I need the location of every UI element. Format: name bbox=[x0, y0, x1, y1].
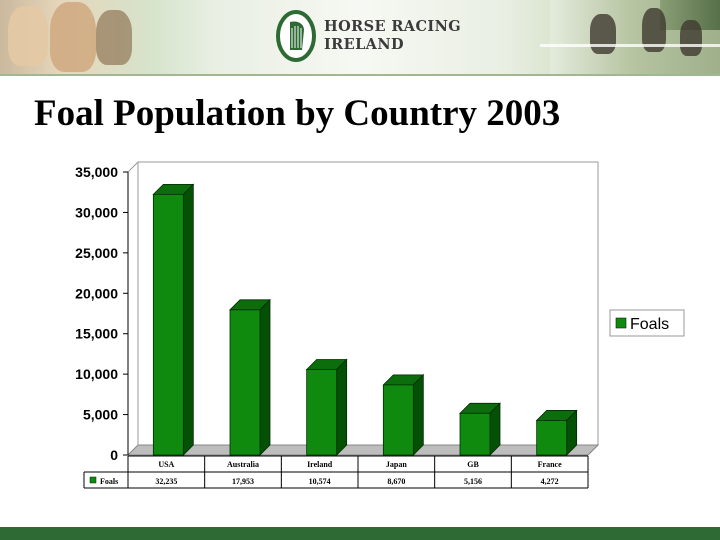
x-tick-label: Australia bbox=[227, 460, 259, 469]
legend-swatch bbox=[615, 317, 627, 329]
header-banner: HORSE RACING IRELAND bbox=[0, 0, 720, 76]
logo-text: HORSE RACING IRELAND bbox=[324, 18, 461, 54]
y-tick-label: 25,000 bbox=[75, 245, 118, 261]
logo-line-2: IRELAND bbox=[324, 36, 404, 53]
data-label: 10,574 bbox=[309, 477, 331, 486]
bar bbox=[382, 384, 414, 456]
bar bbox=[306, 369, 338, 456]
y-tick-label: 30,000 bbox=[75, 204, 118, 220]
slide-title: Foal Population by Country 2003 bbox=[34, 93, 561, 134]
plot-floor bbox=[126, 444, 600, 456]
y-tick-label: 5,000 bbox=[83, 407, 118, 423]
banner-divider bbox=[0, 74, 720, 76]
banner-photo-crowd bbox=[0, 0, 150, 76]
x-tick-label: France bbox=[538, 460, 562, 469]
bar-side bbox=[259, 298, 271, 456]
bar bbox=[229, 309, 261, 456]
x-tick-label: Japan bbox=[386, 460, 407, 469]
y-tick-label: 10,000 bbox=[75, 366, 118, 382]
data-label: 8,670 bbox=[387, 477, 405, 486]
harp-icon bbox=[276, 10, 316, 62]
x-tick-label: Ireland bbox=[307, 460, 333, 469]
data-label: 32,235 bbox=[155, 477, 177, 486]
legend-label: Foals bbox=[630, 316, 669, 333]
y-tick-label: 15,000 bbox=[75, 326, 118, 342]
bar-side bbox=[182, 183, 194, 456]
footer-bar bbox=[0, 527, 720, 540]
data-label: 17,953 bbox=[232, 477, 254, 486]
bar-chart: 0 5,000 10,000 15,000 20,000 25,000 30,000 35,0… bbox=[75, 161, 685, 489]
x-tick-label: GB bbox=[467, 460, 479, 469]
table-series-label: Foals bbox=[100, 477, 118, 486]
data-label: 4,272 bbox=[541, 477, 559, 486]
bar bbox=[459, 412, 491, 456]
logo: HORSE RACING IRELAND bbox=[276, 8, 461, 64]
banner-photo-race bbox=[550, 0, 720, 76]
x-tick-label: USA bbox=[158, 460, 174, 469]
bar-side bbox=[412, 373, 424, 456]
logo-line-1: HORSE RACING bbox=[324, 18, 462, 35]
plot-back-wall bbox=[127, 161, 599, 456]
y-tick-label: 0 bbox=[110, 447, 118, 463]
y-tick-label: 20,000 bbox=[75, 285, 118, 301]
bar-side bbox=[336, 358, 348, 456]
bar bbox=[152, 193, 184, 456]
data-label: 5,156 bbox=[464, 477, 482, 486]
y-tick-label: 35,000 bbox=[75, 164, 118, 180]
banner-rail bbox=[540, 44, 720, 47]
bar bbox=[536, 420, 568, 456]
table-legend-swatch bbox=[89, 476, 97, 484]
